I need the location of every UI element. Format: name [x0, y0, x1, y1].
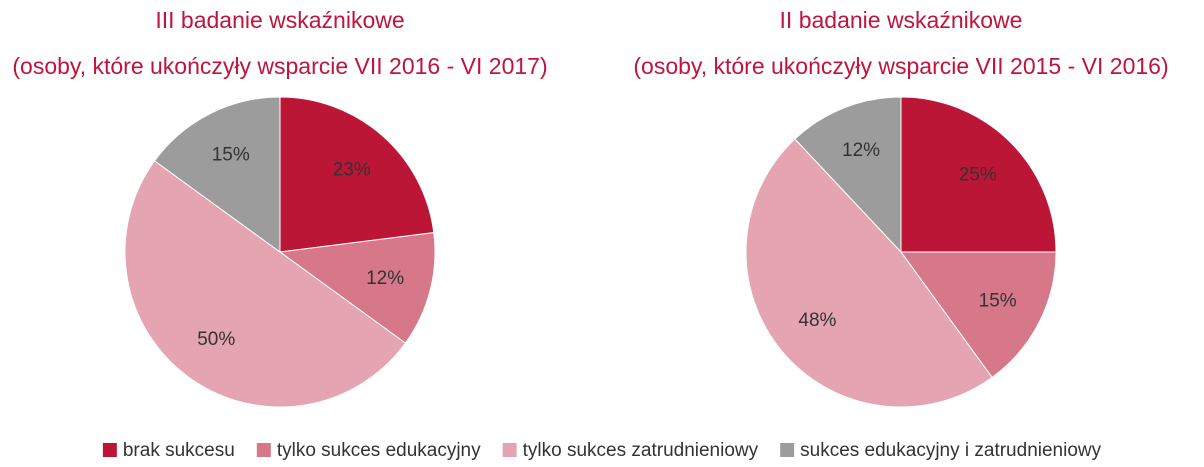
- data-label: 12%: [842, 140, 880, 161]
- legend: brak sukcesu tylko sukces edukacyjny tylko…: [102, 440, 1102, 461]
- data-label: 23%: [333, 160, 371, 181]
- pie-slice: [279, 96, 435, 253]
- pie-slice: [900, 251, 1057, 379]
- chart-subtitle: (osoby, które ukończyły wsparcie VII 201…: [12, 53, 547, 79]
- legend-swatch: [102, 443, 117, 457]
- legend-label: tylko sukces edukacyjny: [277, 440, 481, 461]
- pie-slice: [794, 96, 902, 254]
- legend-swatch: [502, 443, 517, 457]
- chart-title: II badanie wskaźnikowe: [780, 7, 1023, 33]
- data-label: 12%: [366, 268, 404, 289]
- data-label: 15%: [979, 290, 1017, 311]
- pie-slice: [124, 160, 407, 408]
- data-label: 15%: [212, 144, 250, 165]
- data-label: 50%: [197, 329, 235, 350]
- legend-label: sukces edukacyjny i zatrudnieniowy: [800, 440, 1101, 461]
- legend-swatch: [256, 443, 271, 457]
- chart-title: III badanie wskaźnikowe: [155, 7, 404, 33]
- pie-slice: [900, 96, 1057, 253]
- legend-label: tylko sukces zatrudnieniowy: [523, 440, 759, 461]
- legend-swatch: [780, 443, 795, 457]
- chart-subtitle: (osoby, które ukończyły wsparcie VII 201…: [633, 53, 1168, 79]
- data-label: 25%: [959, 164, 997, 185]
- pie-slice: [153, 96, 281, 253]
- pie-slice: [278, 232, 436, 344]
- legend-label: brak sukcesu: [123, 440, 235, 461]
- pie-slice: [745, 138, 993, 408]
- data-label: 48%: [798, 310, 836, 331]
